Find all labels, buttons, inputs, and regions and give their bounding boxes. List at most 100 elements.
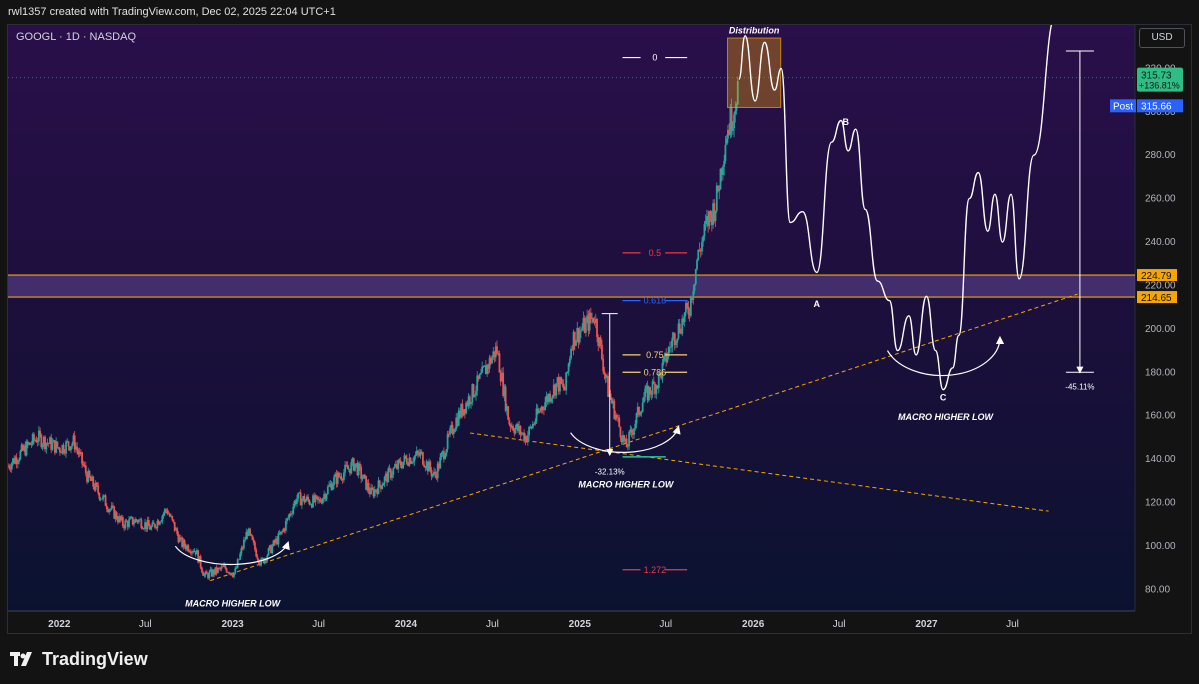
tradingview-logo-icon (10, 651, 32, 666)
candle-body (686, 303, 689, 307)
candle-body (624, 438, 627, 442)
candle-body (367, 482, 370, 491)
candle-body (116, 519, 119, 523)
candle-body (533, 423, 535, 425)
projection-path[interactable] (738, 25, 1056, 391)
candle-body (660, 372, 663, 379)
wave-b-label: B (843, 117, 850, 127)
candle-body (154, 523, 156, 528)
candle-body (478, 374, 481, 379)
candle-body (179, 537, 182, 539)
candle-body (668, 347, 671, 348)
candle-body (196, 550, 198, 555)
candle-body (534, 421, 537, 425)
candle-body (300, 499, 303, 506)
y-tick-label: 160.00 (1145, 411, 1176, 422)
candle-body (496, 346, 498, 353)
candle-body (378, 480, 381, 486)
candle-body (200, 567, 203, 573)
candle-body (372, 489, 375, 497)
chart-area[interactable]: Distribution 0 0.5 0.618 0.75 0.786 1.272 MAC… (7, 24, 1192, 634)
candle-body (552, 384, 555, 396)
candle-body (342, 472, 345, 481)
candle-body (54, 440, 56, 453)
descending-trendline[interactable] (470, 432, 1049, 512)
macro-low-arc[interactable] (570, 425, 681, 453)
candle-body (681, 318, 684, 334)
candle-body (277, 533, 280, 545)
candle-body (228, 572, 230, 574)
candle-body (276, 538, 279, 545)
candle-body (370, 487, 372, 495)
candle-body (87, 470, 90, 483)
candle-body (93, 486, 96, 491)
macro-low-arc[interactable] (886, 335, 1005, 377)
candle-body (510, 426, 513, 428)
candle-body (580, 330, 582, 332)
candle-body (84, 465, 87, 474)
candle-body (524, 436, 527, 442)
distribution-zone[interactable] (727, 37, 782, 108)
candle-body (51, 442, 54, 450)
candle-body (628, 431, 631, 447)
tradingview-logo[interactable]: TradingView (10, 649, 148, 670)
candle-body (582, 317, 585, 329)
candle-body (417, 450, 419, 454)
candle-body (654, 383, 656, 395)
candle-body (247, 528, 250, 536)
ascending-trendline[interactable] (210, 293, 1078, 582)
candle-body (584, 320, 587, 333)
candle-body (388, 468, 391, 470)
candle-body (366, 482, 369, 490)
candle-body (193, 550, 196, 552)
post-price-tag (1137, 99, 1183, 113)
candle-body (283, 528, 286, 531)
candle-body (183, 540, 186, 547)
y-tick-label: 240.00 (1145, 237, 1176, 248)
candle-body (635, 413, 638, 424)
candle-body (94, 482, 97, 491)
macro-low-arc[interactable] (174, 540, 290, 566)
candle-body (252, 539, 255, 543)
candle-body (675, 342, 677, 346)
candle-body (703, 224, 706, 237)
candle-body (433, 471, 435, 474)
price-chart[interactable]: Distribution 0 0.5 0.618 0.75 0.786 1.272 MAC… (8, 25, 1192, 634)
candle-body (486, 364, 489, 375)
candle-body (156, 520, 159, 529)
candle-body (706, 216, 708, 222)
candle-body (297, 492, 300, 499)
candle-body (86, 473, 88, 483)
candle-body (687, 306, 690, 315)
candle-body (61, 444, 64, 454)
candle-body (543, 408, 545, 411)
candle-body (245, 531, 248, 540)
attribution-text: rwl1357 created with TradingView.com, De… (8, 6, 336, 18)
currency-button[interactable]: USD (1139, 28, 1185, 48)
candle-body (531, 423, 534, 429)
candle-body (67, 441, 70, 447)
candle-body (730, 107, 733, 132)
candle-body (266, 555, 269, 561)
fib-level-label: 0.618 (644, 296, 667, 306)
macro-higher-low-label: MACRO HIGHER LOW (185, 599, 281, 609)
macro-higher-low-label: MACRO HIGHER LOW (578, 479, 674, 489)
candle-body (233, 573, 235, 577)
y-tick-label: 220.00 (1145, 280, 1176, 291)
candle-body (31, 434, 34, 445)
candle-body (263, 558, 266, 563)
candle-body (633, 428, 635, 435)
tradingview-logo-text: TradingView (42, 649, 148, 669)
candle-body (563, 388, 566, 391)
candle-body (671, 337, 674, 347)
symbol-title[interactable]: GOOGL · 1D · NASDAQ (16, 31, 137, 43)
candle-body (631, 432, 634, 435)
candle-body (652, 381, 655, 384)
candle-body (219, 567, 222, 569)
candle-body (199, 556, 202, 568)
candle-body (535, 408, 538, 422)
candle-body (561, 383, 564, 385)
candle-body (454, 428, 456, 433)
candle-body (518, 425, 521, 432)
candle-body (555, 383, 558, 396)
